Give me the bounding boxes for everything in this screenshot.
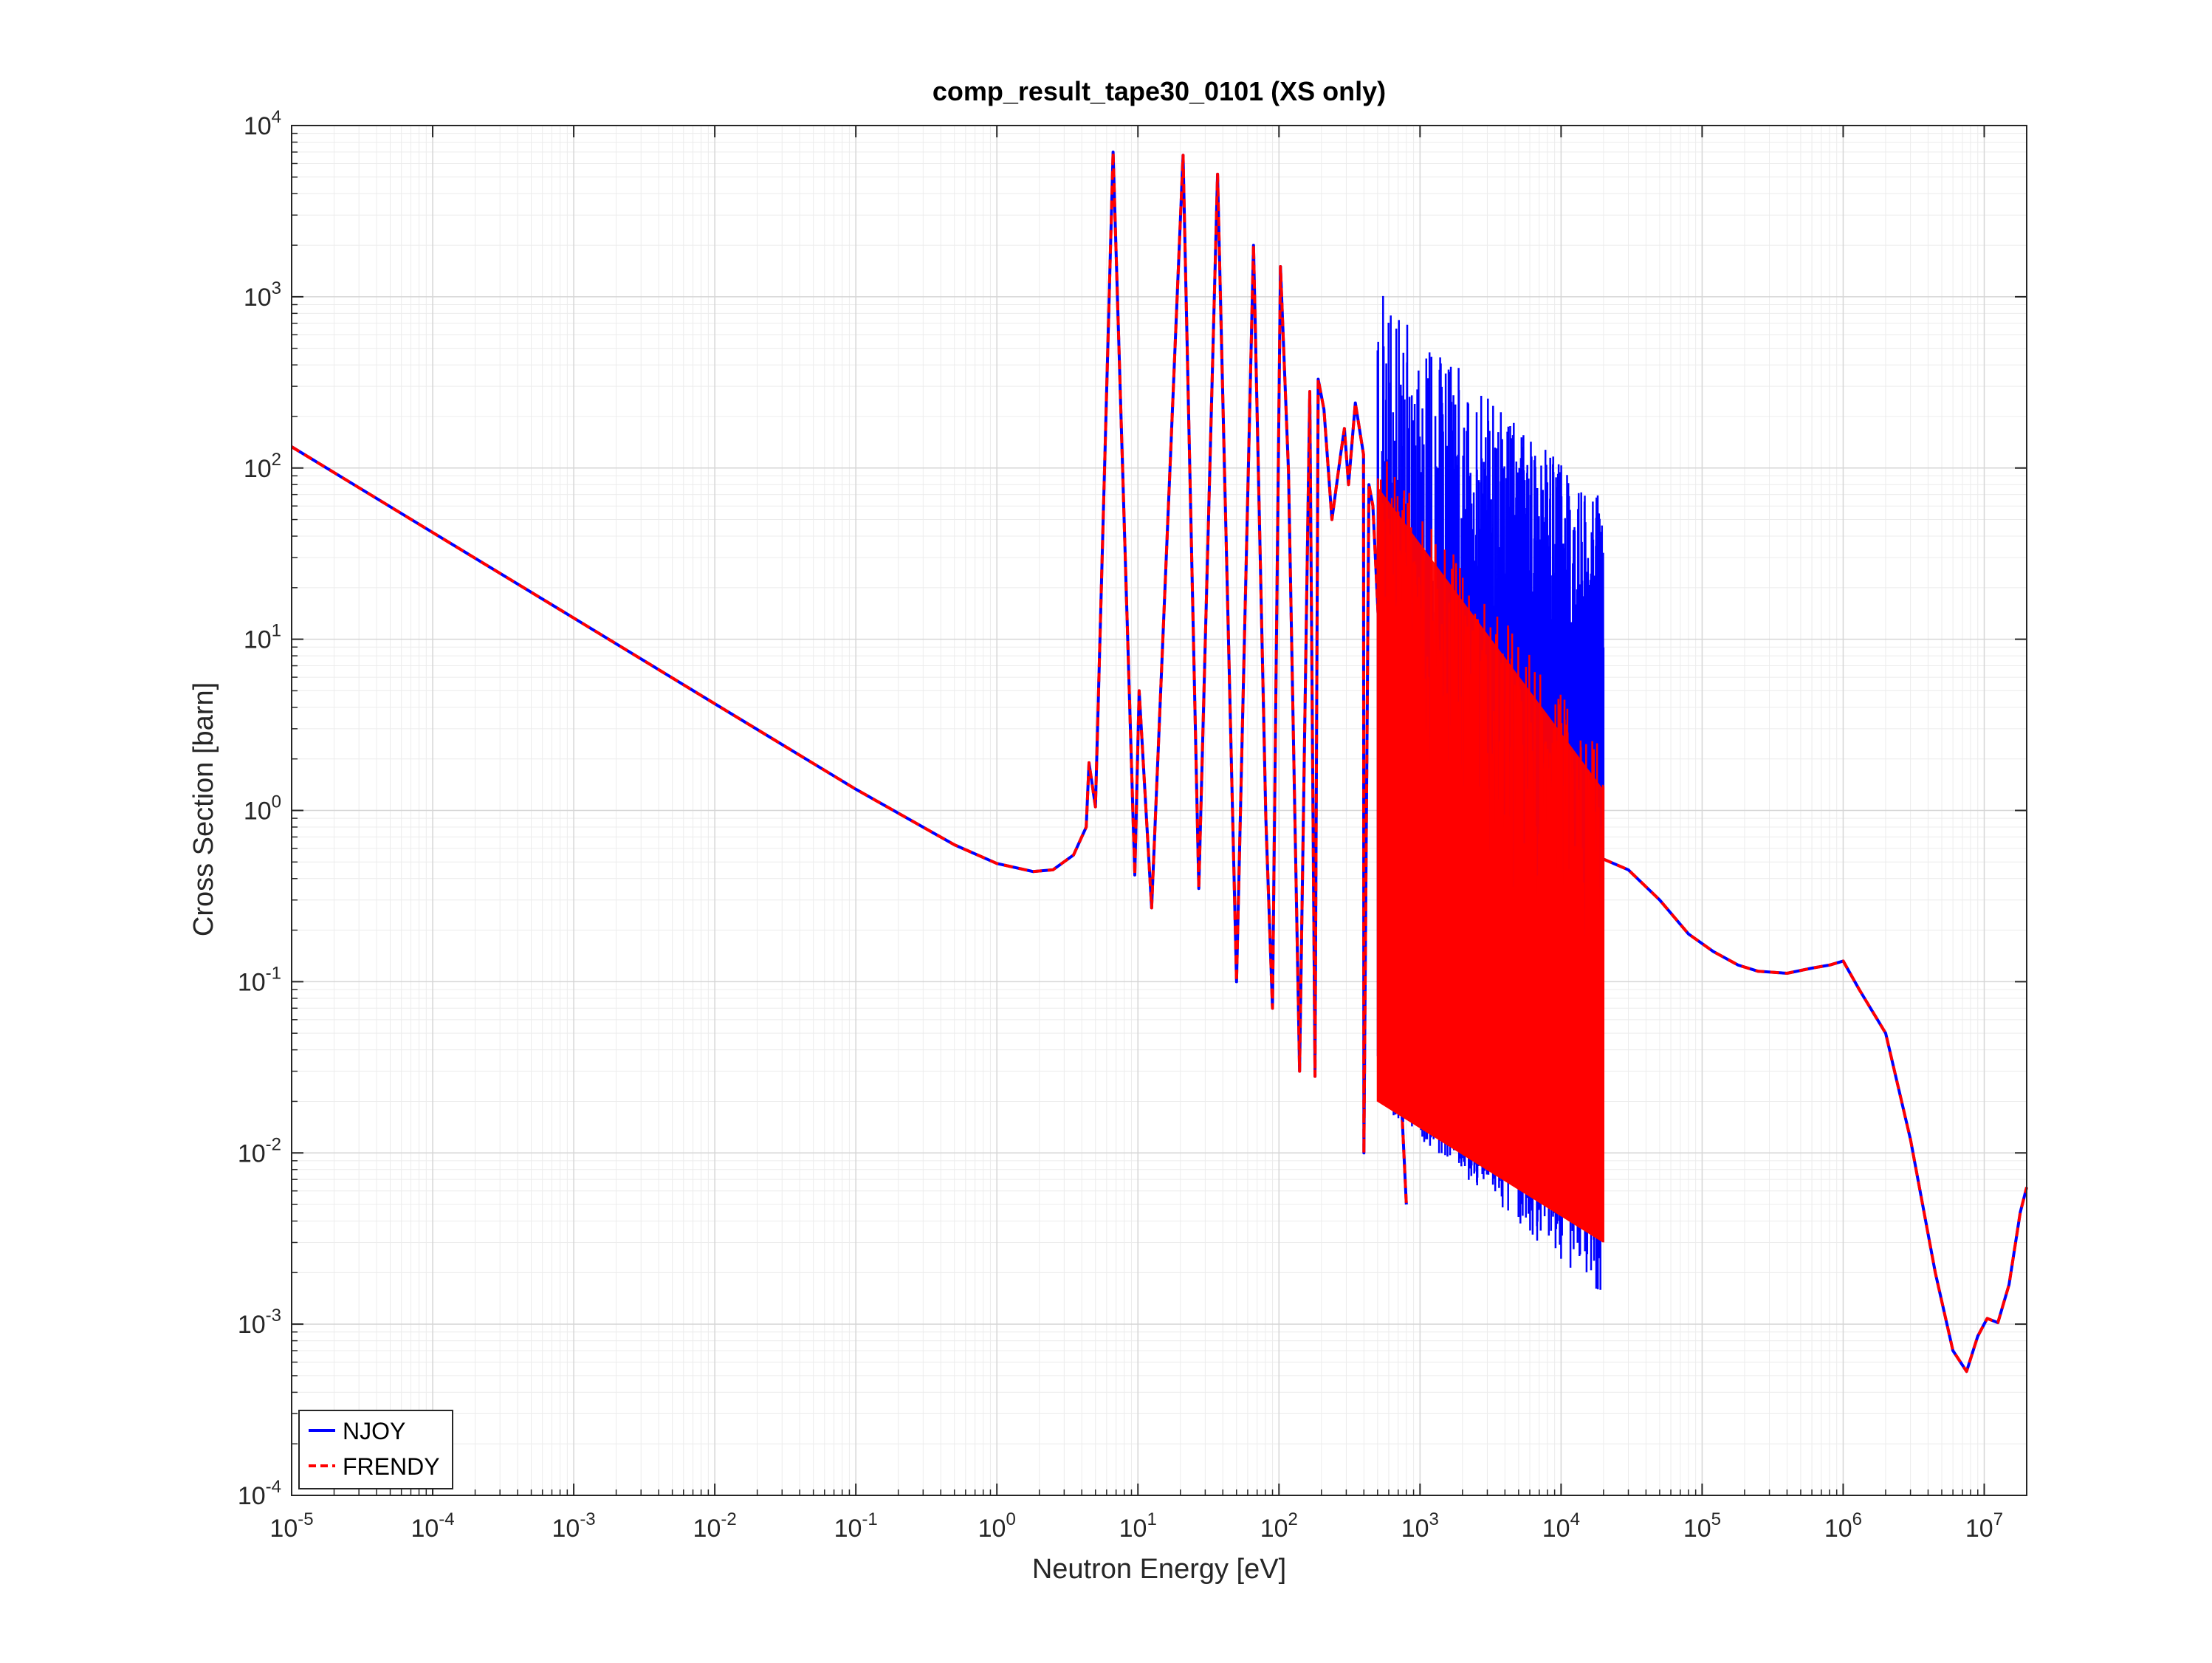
y-tick-label: 10-1 <box>238 963 281 996</box>
frendy-fast-region-line <box>1603 857 2028 1374</box>
legend-frendy-label: FRENDY <box>343 1453 440 1480</box>
x-tick-label: 10-4 <box>411 1509 454 1543</box>
y-axis-label: Cross Section [barn] <box>188 682 219 936</box>
x-tick-label: 100 <box>978 1509 1016 1543</box>
x-tick-label: 105 <box>1683 1509 1721 1543</box>
chart-title: comp_result_tape30_0101 (XS only) <box>932 76 1386 106</box>
x-tick-label: 10-1 <box>834 1509 878 1543</box>
label-layer: comp_result_tape30_0101 (XS only) Neutro… <box>188 76 1386 1585</box>
y-tick-label: 104 <box>244 107 281 140</box>
x-axis-label: Neutron Energy [eV] <box>1032 1554 1286 1585</box>
y-tick-label: 102 <box>244 450 281 483</box>
x-tick-label: 104 <box>1542 1509 1580 1543</box>
y-tick-label: 10-2 <box>238 1134 281 1167</box>
axes-layer: 10-5 10-4 10-3 10-2 10-1 100 101 102 103 104 105 10… <box>238 107 2027 1543</box>
x-tick-label: 102 <box>1260 1509 1298 1543</box>
data-layer <box>290 150 2028 1374</box>
x-tick-label: 10-5 <box>269 1509 313 1543</box>
y-tick-label: 101 <box>244 621 281 654</box>
x-tick-label: 10-3 <box>552 1509 595 1543</box>
legend-njoy-label: NJOY <box>343 1418 405 1444</box>
x-tick-label: 10-2 <box>693 1509 737 1543</box>
y-tick-label: 103 <box>244 278 281 312</box>
frendy-unresolved-band <box>1376 461 1605 1243</box>
grid-layer <box>291 125 2027 1496</box>
x-tick-label: 107 <box>1965 1509 2003 1543</box>
legend: NJOY FRENDY <box>298 1410 453 1489</box>
x-tick-label: 103 <box>1401 1509 1439 1543</box>
legend-box <box>298 1410 453 1489</box>
y-tick-label: 10-3 <box>238 1306 281 1339</box>
y-tick-label: 10-4 <box>238 1477 281 1510</box>
y-tick-label: 100 <box>244 792 281 826</box>
x-tick-label: 106 <box>1824 1509 1862 1543</box>
x-tick-label: 101 <box>1119 1509 1157 1543</box>
frendy-low-energy-line <box>290 150 1408 1205</box>
